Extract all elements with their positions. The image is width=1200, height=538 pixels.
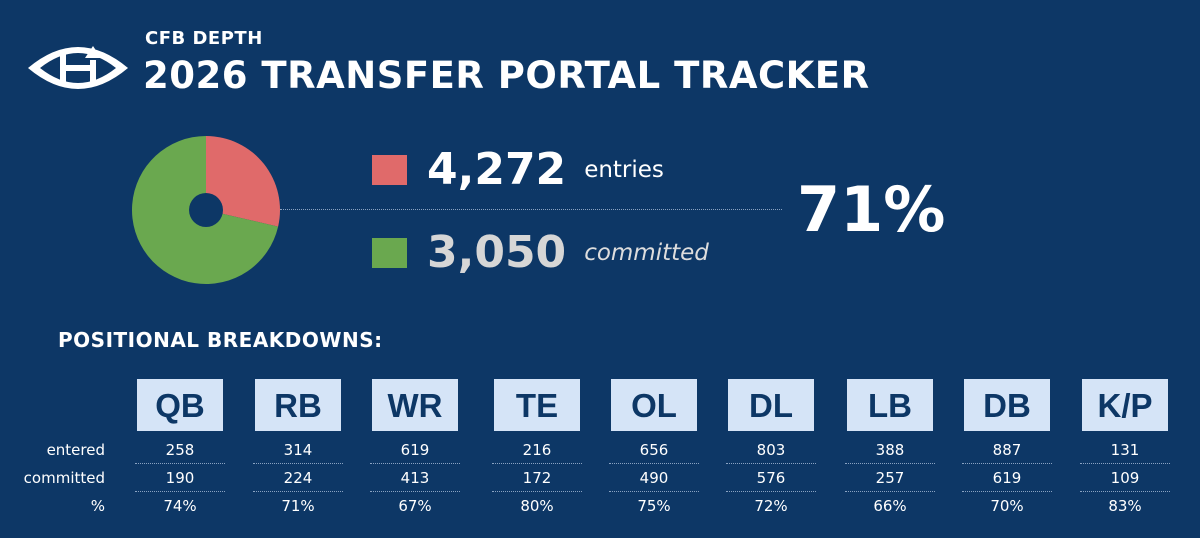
- row-divider: [609, 463, 699, 464]
- row-divider: [726, 463, 816, 464]
- position-label: OL: [611, 379, 697, 431]
- entered-value: 314: [283, 441, 313, 459]
- row-label-entered: entered: [46, 441, 105, 459]
- position-column-rb: RB 314 224 71%: [238, 379, 358, 519]
- row-divider: [1080, 463, 1170, 464]
- row-divider: [726, 491, 816, 492]
- position-column-ol: OL 656 490 75%: [594, 379, 714, 519]
- pct-value: 74%: [163, 497, 197, 515]
- row-divider: [845, 463, 935, 464]
- legend-committed: 3,050 committed: [372, 229, 709, 277]
- committed-value: 172: [522, 469, 552, 487]
- row-divider: [845, 491, 935, 492]
- row-divider: [609, 491, 699, 492]
- position-label: DL: [728, 379, 814, 431]
- position-column-db: DB 887 619 70%: [947, 379, 1067, 519]
- position-label: TE: [494, 379, 580, 431]
- portal-donut-chart: [132, 136, 280, 284]
- row-divider: [962, 491, 1052, 492]
- row-divider: [962, 463, 1052, 464]
- row-label-pct: %: [90, 497, 105, 515]
- entered-value: 258: [165, 441, 195, 459]
- row-divider: [492, 463, 582, 464]
- commit-percent: 71%: [797, 173, 946, 246]
- pct-value: 67%: [398, 497, 432, 515]
- position-label: RB: [255, 379, 341, 431]
- entries-swatch: [372, 155, 407, 185]
- pct-value: 83%: [1108, 497, 1142, 515]
- committed-swatch: [372, 238, 407, 268]
- pct-value: 70%: [990, 497, 1024, 515]
- committed-value: 257: [875, 469, 905, 487]
- committed-value: 619: [992, 469, 1022, 487]
- entered-value: 803: [756, 441, 786, 459]
- row-divider: [370, 491, 460, 492]
- committed-value: 413: [400, 469, 430, 487]
- committed-value: 576: [756, 469, 786, 487]
- positional-heading: POSITIONAL BREAKDOWNS:: [58, 328, 383, 352]
- committed-label: committed: [584, 240, 709, 266]
- position-label: K/P: [1082, 379, 1168, 431]
- entered-value: 216: [522, 441, 552, 459]
- row-label-committed: committed: [23, 469, 105, 487]
- page-title: 2026 TRANSFER PORTAL TRACKER: [143, 54, 870, 97]
- position-column-te: TE 216 172 80%: [477, 379, 597, 519]
- position-column-wr: WR 619 413 67%: [355, 379, 475, 519]
- connector-line: [280, 209, 782, 210]
- pct-value: 75%: [637, 497, 671, 515]
- pct-value: 80%: [520, 497, 554, 515]
- committed-value: 3,050: [427, 227, 567, 278]
- entries-label: entries: [584, 157, 664, 183]
- legend-entries: 4,272 entries: [372, 146, 664, 194]
- football-logo-icon: [28, 46, 128, 89]
- entered-value: 656: [639, 441, 669, 459]
- committed-value: 109: [1110, 469, 1140, 487]
- entered-value: 131: [1110, 441, 1140, 459]
- position-column-qb: QB 258 190 74%: [120, 379, 240, 519]
- position-column-lb: LB 388 257 66%: [830, 379, 950, 519]
- position-column-kp: K/P 131 109 83%: [1065, 379, 1185, 519]
- row-divider: [135, 463, 225, 464]
- row-divider: [1080, 491, 1170, 492]
- pct-value: 72%: [754, 497, 788, 515]
- position-label: QB: [137, 379, 223, 431]
- position-column-dl: DL 803 576 72%: [711, 379, 831, 519]
- row-divider: [492, 491, 582, 492]
- committed-value: 490: [639, 469, 669, 487]
- position-label: LB: [847, 379, 933, 431]
- row-divider: [253, 463, 343, 464]
- position-label: WR: [372, 379, 458, 431]
- row-divider: [370, 463, 460, 464]
- committed-value: 190: [165, 469, 195, 487]
- committed-value: 224: [283, 469, 313, 487]
- entered-value: 887: [992, 441, 1022, 459]
- row-divider: [253, 491, 343, 492]
- donut-hole: [189, 193, 223, 227]
- pct-value: 66%: [873, 497, 907, 515]
- brand-name: CFB DEPTH: [145, 28, 263, 49]
- pct-value: 71%: [281, 497, 315, 515]
- entries-value: 4,272: [427, 144, 567, 195]
- entered-value: 619: [400, 441, 430, 459]
- position-label: DB: [964, 379, 1050, 431]
- donut-slice-entries: [206, 136, 280, 227]
- row-divider: [135, 491, 225, 492]
- entered-value: 388: [875, 441, 905, 459]
